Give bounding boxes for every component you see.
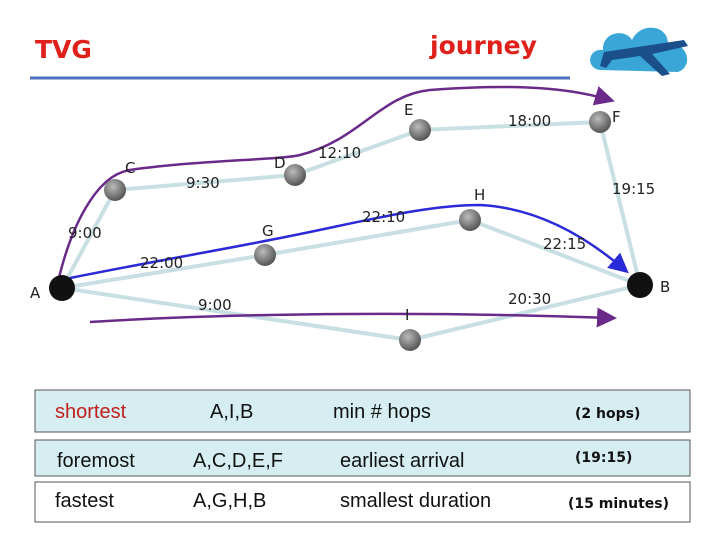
header-right: journey — [429, 31, 537, 60]
edge-label: 20:30 — [508, 290, 551, 308]
node — [399, 329, 421, 351]
edge-labels: 9:00 9:30 12:10 18:00 19:15 22:00 22:10 … — [68, 112, 655, 314]
node-label: C — [125, 159, 135, 177]
table-row — [34, 389, 691, 433]
node-label: F — [612, 108, 621, 126]
nodes — [49, 111, 653, 351]
edges — [56, 85, 642, 342]
table-cell: smallest duration — [340, 490, 491, 512]
edge-label: 22:00 — [140, 254, 183, 272]
table-cell: A,G,H,B — [193, 490, 266, 512]
edge-label: 18:00 — [508, 112, 551, 130]
node — [254, 244, 276, 266]
node — [627, 272, 653, 298]
table-cell: shortest — [55, 401, 127, 423]
node — [104, 179, 126, 201]
table-cell: fastest — [55, 490, 114, 512]
table-cell: earliest arrival — [340, 450, 464, 472]
node — [284, 164, 306, 186]
table: shortest A,I,B min # hops (2 hops) forem… — [34, 389, 691, 523]
table-row — [34, 481, 691, 523]
node-labels: A B C D E F G H I — [30, 101, 670, 324]
edge-label: 9:30 — [186, 174, 220, 192]
edge-label: 9:00 — [198, 296, 232, 314]
table-cell: A,C,D,E,F — [193, 450, 283, 472]
table-cell: A,I,B — [210, 401, 253, 423]
table-cell: min # hops — [333, 401, 431, 423]
edge-label: 9:00 — [68, 224, 102, 242]
node — [459, 209, 481, 231]
node — [49, 275, 75, 301]
node-label: H — [474, 186, 485, 204]
edge-label: 12:10 — [318, 144, 361, 162]
node — [409, 119, 431, 141]
table-cell: foremost — [57, 450, 135, 472]
edge-label: 19:15 — [612, 180, 655, 198]
edge-label: 22:15 — [543, 235, 586, 253]
table-cell: (19:15) — [575, 450, 632, 466]
edge-label: 22:10 — [362, 208, 405, 226]
table-row — [34, 439, 691, 477]
table-cell: (15 minutes) — [568, 496, 669, 512]
node-label: D — [274, 154, 286, 172]
node-label: I — [405, 306, 409, 324]
node-label: A — [30, 284, 41, 302]
table-cell: (2 hops) — [575, 406, 640, 422]
node-label: G — [262, 222, 274, 240]
header-left: TVG — [35, 35, 92, 64]
node — [589, 111, 611, 133]
node-label: B — [660, 278, 670, 296]
plane-icon — [590, 27, 688, 76]
node-label: E — [404, 101, 413, 119]
